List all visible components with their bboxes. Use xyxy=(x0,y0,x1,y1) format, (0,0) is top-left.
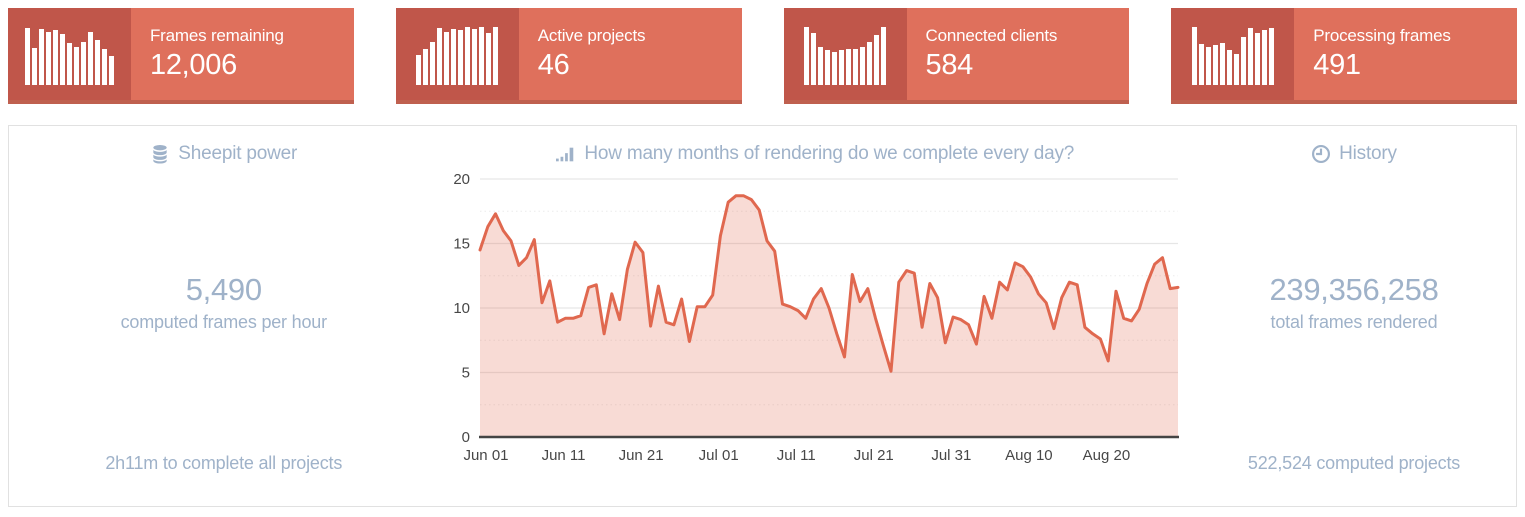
stat-card-value: 491 xyxy=(1313,49,1361,81)
svg-text:5: 5 xyxy=(462,365,470,382)
sheepit-power-header: Sheepit power xyxy=(150,143,297,165)
svg-text:Aug 10: Aug 10 xyxy=(1005,447,1053,464)
computed-frames-per-hour-value: 5,490 xyxy=(185,271,262,307)
svg-text:15: 15 xyxy=(454,236,471,253)
stat-card-value: 46 xyxy=(537,49,570,81)
database-icon xyxy=(150,144,170,164)
daily-rendering-chart-section: How many months of rendering do we compl… xyxy=(438,126,1192,506)
svg-text:Jun 01: Jun 01 xyxy=(464,447,509,464)
stat-cards-row: Frames remaining 12,006 Active projects … xyxy=(8,8,1517,104)
area-chart: 0 5 10 15 20 Jun 01 Jun 11 Jun 21 Jul 01 Jul 11 Ju… xyxy=(454,171,1180,464)
bar-chart-icon xyxy=(416,23,499,85)
stat-card-label: Processing frames xyxy=(1313,26,1451,45)
stat-card-value: 12,006 xyxy=(150,49,237,81)
stat-card-label: Connected clients xyxy=(925,26,1058,45)
stat-card-value: 584 xyxy=(925,49,974,81)
history-header: History xyxy=(1311,143,1397,165)
bar-chart-icon xyxy=(1191,23,1274,85)
stat-card-processing-frames: Processing frames 491 xyxy=(1171,8,1517,104)
computed-frames-per-hour-label: computed frames per hour xyxy=(120,311,328,332)
history-section: History 239,356,258 total frames rendere… xyxy=(1192,126,1516,506)
bar-chart-icon xyxy=(556,146,576,163)
stat-card-active-projects: Active projects 46 xyxy=(395,8,742,104)
history-title: History xyxy=(1339,143,1397,164)
svg-text:Jun 11: Jun 11 xyxy=(542,447,586,464)
stats-panel: Sheepit power 5,490 computed frames per … xyxy=(8,125,1517,507)
svg-text:Aug 20: Aug 20 xyxy=(1083,447,1131,464)
chart-title: How many months of rendering do we compl… xyxy=(584,143,1075,164)
clock-icon xyxy=(1311,144,1331,164)
svg-text:Jul 21: Jul 21 xyxy=(854,447,894,464)
stat-card-icon-box xyxy=(1171,8,1295,100)
stat-card-label: Frames remaining xyxy=(150,26,284,45)
stat-card-icon-box xyxy=(783,8,907,100)
svg-text:Jul 31: Jul 31 xyxy=(932,447,972,464)
stat-card-frames-remaining: Frames remaining 12,006 xyxy=(8,8,354,104)
svg-text:Jun 21: Jun 21 xyxy=(619,447,664,464)
svg-text:Jul 11: Jul 11 xyxy=(777,447,816,464)
stat-card-label: Active projects xyxy=(537,26,646,45)
chart-header: How many months of rendering do we compl… xyxy=(556,143,1074,165)
svg-text:Jul 01: Jul 01 xyxy=(699,447,739,464)
chart-area[interactable]: 0 5 10 15 20 Jun 01 Jun 11 Jun 21 Jul 01 Jul 11 Ju… xyxy=(438,165,1192,506)
svg-text:0: 0 xyxy=(462,429,470,446)
stat-card-connected-clients: Connected clients 584 xyxy=(783,8,1130,104)
total-frames-rendered-label: total frames rendered xyxy=(1270,311,1438,332)
sheepit-power-title: Sheepit power xyxy=(178,143,298,164)
time-to-complete-projects: 2h11m to complete all projects xyxy=(105,453,343,473)
svg-text:20: 20 xyxy=(454,171,471,188)
stat-card-icon-box xyxy=(395,8,519,100)
stat-card-icon-box xyxy=(8,8,131,100)
total-frames-rendered-value: 239,356,258 xyxy=(1269,271,1439,307)
svg-text:10: 10 xyxy=(454,300,471,317)
bar-chart-icon xyxy=(804,23,886,85)
computed-projects-count: 522,524 computed projects xyxy=(1247,453,1461,473)
sheepit-power-section: Sheepit power 5,490 computed frames per … xyxy=(9,126,438,506)
bar-chart-icon xyxy=(25,23,114,85)
